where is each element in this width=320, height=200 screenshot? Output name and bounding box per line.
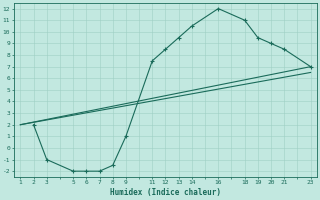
- X-axis label: Humidex (Indice chaleur): Humidex (Indice chaleur): [110, 188, 221, 197]
